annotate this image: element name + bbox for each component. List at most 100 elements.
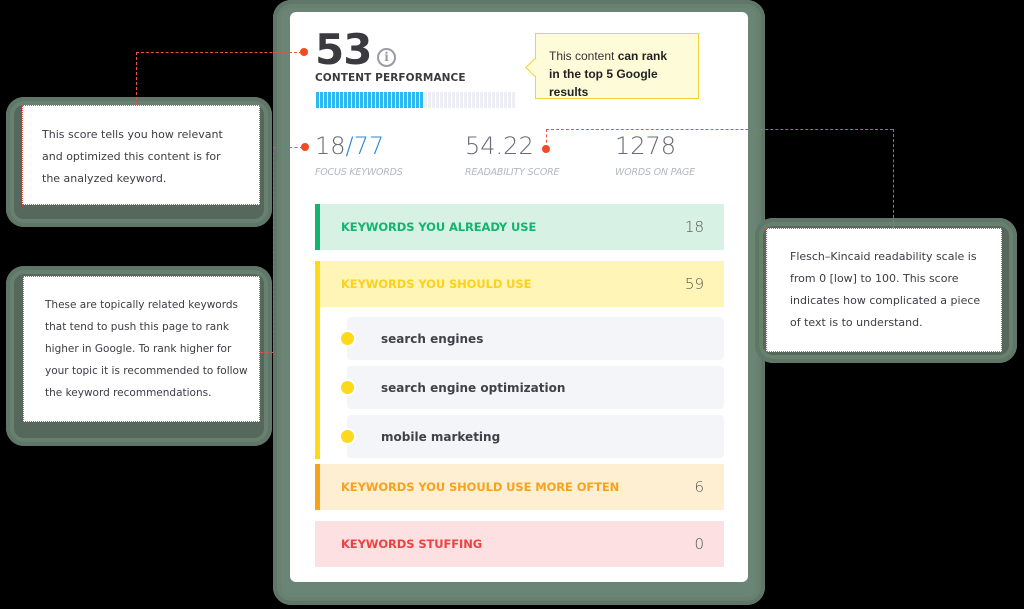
progress-segment [396,92,399,108]
focus-keywords-used: 18 [315,132,346,160]
readability-connector-dot [542,145,550,153]
progress-segment [496,92,499,108]
progress-segment [412,92,415,108]
stat-readability: 54.22 READABILITY SCORE [465,132,560,178]
section-title: KEYWORDS YOU ALREADY USE [341,220,537,234]
progress-segment [360,92,363,108]
score-tooltip: This score tells you how relevant and op… [22,105,260,205]
progress-segment [420,92,423,108]
tooltip-line: These are topically related keywords [45,299,238,311]
progress-segment [328,92,331,108]
score-connector [136,52,302,53]
progress-segment [512,92,515,108]
progress-segment [472,92,475,108]
progress-segment [344,92,347,108]
section-count: 59 [684,275,704,293]
tooltip-line: This score tells you how relevant [42,128,223,141]
progress-segment [404,92,407,108]
tooltip-line: higher in Google. To rank higher for [45,343,232,355]
section-already-use[interactable]: KEYWORDS YOU ALREADY USE 18 [315,204,724,250]
keyword-item[interactable]: mobile marketing [341,415,724,458]
progress-segment [400,92,403,108]
tooltip-line: of text is to understand. [790,316,923,329]
progress-segment [492,92,495,108]
progress-segment [336,92,339,108]
stat-focus-keywords: 18/77 FOCUS KEYWORDS [315,132,403,178]
readability-label: READABILITY SCORE [465,167,560,178]
stat-words: 1278 WORDS ON PAGE [615,132,695,178]
score-connector-dot [300,48,308,56]
rank-bubble: This content can rank in the top 5 Googl… [525,33,699,99]
progress-segment [428,92,431,108]
tooltip-line: and optimized this content is for [42,150,221,163]
info-icon[interactable]: i [377,48,396,67]
yellow-dot-icon [341,381,354,394]
section-use-more-often[interactable]: KEYWORDS YOU SHOULD USE MORE OFTEN 6 [315,464,724,510]
section-count: 6 [694,478,704,496]
progress-segment [460,92,463,108]
yellow-dot-icon [341,332,354,345]
readability-connector [546,129,893,130]
section-title: KEYWORDS YOU SHOULD USE [341,277,532,291]
yellow-dot-icon [341,430,354,443]
progress-segment [352,92,355,108]
progress-segment [488,92,491,108]
keyword-label: mobile marketing [381,429,501,444]
section-title: KEYWORDS YOU SHOULD USE MORE OFTEN [341,480,620,494]
rank-text: This content [549,49,618,63]
keyword-label: search engine optimization [381,380,566,395]
section-title: KEYWORDS STUFFING [341,537,483,551]
section-count: 18 [684,218,704,236]
progress-segment [408,92,411,108]
readability-value: 54.22 [465,132,534,160]
section-keyword-stuffing[interactable]: KEYWORDS STUFFING 0 [315,521,724,567]
words-value: 1278 [615,132,677,160]
progress-segment [388,92,391,108]
tooltip-line: indicates how complicated a piece [790,294,981,307]
bubble-tail [525,58,544,77]
progress-segment [484,92,487,108]
progress-segment [364,92,367,108]
progress-segment [348,92,351,108]
focus-keywords-label: FOCUS KEYWORDS [315,167,403,178]
progress-segment [324,92,327,108]
progress-segment [316,92,319,108]
tooltip-line: Flesch–Kincaid readability scale is [790,250,977,263]
progress-segment [416,92,419,108]
keywords-connector [273,147,303,148]
progress-segment [504,92,507,108]
section-should-use[interactable]: KEYWORDS YOU SHOULD USE 59 [315,261,724,307]
keyword-item[interactable]: search engine optimization [341,366,724,409]
performance-progress-bar [316,92,515,108]
progress-segment [332,92,335,108]
section-accent-line [315,307,320,459]
progress-segment [468,92,471,108]
tooltip-line: the keyword recommendations. [45,387,212,399]
content-analysis-card: 53 i CONTENT PERFORMANCE This content ca… [290,12,748,582]
keyword-label: search engines [381,331,484,346]
progress-segment [452,92,455,108]
keywords-connector [273,147,274,353]
rank-text-bold: can rank [617,49,668,63]
progress-segment [384,92,387,108]
progress-segment [476,92,479,108]
progress-segment [448,92,451,108]
tooltip-line: your topic it is recommended to follow [45,365,248,377]
progress-segment [436,92,439,108]
keywords-tooltip: These are topically related keywords tha… [23,276,260,422]
readability-connector [546,129,547,148]
progress-segment [440,92,443,108]
progress-segment [376,92,379,108]
content-performance-label: CONTENT PERFORMANCE [315,72,466,84]
readability-connector [893,129,894,228]
keyword-item[interactable]: search engines [341,317,724,360]
progress-segment [432,92,435,108]
focus-keywords-total: /77 [345,132,385,160]
progress-segment [464,92,467,108]
keywords-connector-dot [301,143,309,151]
tooltip-line: that tend to push this page to rank [45,321,229,333]
tooltip-line: from 0 [low] to 100. This score [790,272,959,285]
readability-tooltip: Flesch–Kincaid readability scale is from… [766,228,1002,352]
rank-text-bold-2: in the top 5 Google results [549,67,658,99]
progress-segment [320,92,323,108]
